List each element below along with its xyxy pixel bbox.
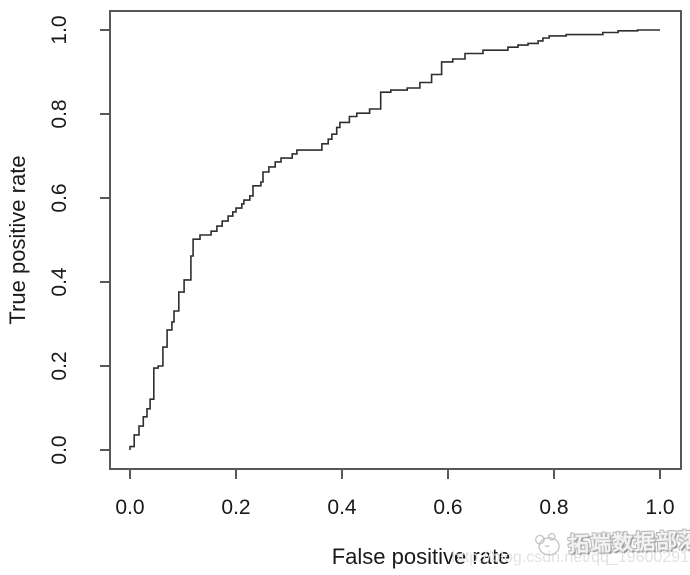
tick-label: 1.0	[48, 15, 71, 44]
url-watermark: http://blog.csdn.net/qq_19600291	[451, 549, 689, 566]
brand-watermark: 拓端数据部落	[533, 524, 690, 560]
brand-watermark-text: 拓端数据部落	[567, 529, 690, 557]
x-axis-title: False positive rate	[332, 544, 511, 569]
plot-box	[109, 10, 682, 470]
roc-curve	[129, 29, 660, 450]
y-axis-ticks: 0.0 0.2 0.4 0.6 0.8 1.0	[48, 15, 110, 465]
tick-label: 0.6	[48, 183, 71, 212]
tick-label: 0.0	[48, 435, 71, 464]
panda-doodle-icon	[534, 532, 560, 556]
y-axis-title: True positive rate	[5, 155, 30, 324]
tick-label: 0.6	[433, 496, 462, 519]
tick-label: 0.8	[539, 496, 568, 519]
tick-label: 0.4	[48, 267, 71, 297]
x-axis-ticks: 0.0 0.2 0.4 0.6 0.8 1.0	[115, 469, 675, 519]
tick-label: 0.2	[221, 496, 250, 519]
tick-label: 0.4	[327, 496, 357, 519]
tick-label: 0.0	[115, 496, 144, 519]
tick-label: 1.0	[645, 496, 674, 519]
tick-label: 0.2	[48, 351, 71, 380]
tick-label: 0.8	[48, 99, 71, 128]
